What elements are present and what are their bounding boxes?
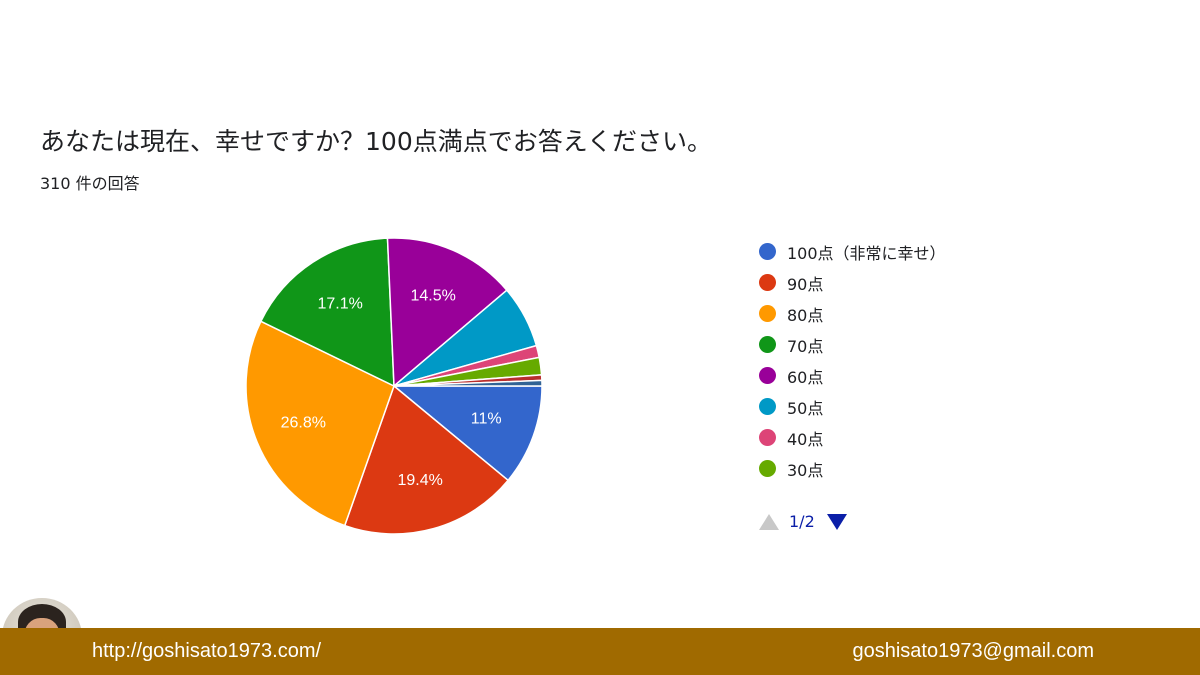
legend-item[interactable]: 60点 [759,360,946,391]
pie-slice[interactable] [343,384,510,535]
legend-swatch-icon [759,398,776,415]
legend-swatch-icon [759,274,776,291]
footer-email-link[interactable]: goshisato1973@gmail.com [852,640,1094,662]
footer-url-link[interactable]: http://goshisato1973.com/ [92,640,322,662]
response-count: 310 件の回答 [40,174,140,193]
chart-title: あなたは現在、幸せですか？100点満点でお答えください。 [40,127,712,156]
legend-swatch-icon [759,305,776,322]
legend-item[interactable]: 40点 [759,422,946,453]
slice-label: 19.4% [398,472,443,489]
legend-label: 80点 [787,305,824,325]
legend-item[interactable]: 80点 [759,298,946,329]
legend-page-indicator: 1/2 [789,512,815,531]
legend-swatch-icon [759,460,776,477]
pie-slice[interactable] [391,385,543,482]
legend-label: 90点 [787,274,824,294]
page-down-icon[interactable] [826,513,847,530]
pie-slice[interactable] [386,237,508,388]
legend-item[interactable]: 30点 [759,453,946,484]
legend-label: 70点 [787,336,824,356]
pie-slice[interactable] [245,320,395,527]
legend-item[interactable]: 90点 [759,267,946,298]
legend-swatch-icon [759,336,776,353]
page-up-icon[interactable] [759,513,779,530]
pie-slice[interactable] [393,379,543,387]
slice-label: 11% [471,411,502,428]
legend-label: 50点 [787,398,824,418]
footer-bar: http://goshisato1973.com/ goshisato1973@… [0,628,1200,675]
slice-label: 17.1% [318,296,363,313]
pie-slice[interactable] [259,237,395,388]
slice-label: 14.5% [411,288,456,305]
legend-swatch-icon [759,429,776,446]
legend-label: 30点 [787,460,824,480]
legend-pager: 1/2 [759,512,847,531]
legend-swatch-icon [759,243,776,260]
legend-item[interactable]: 100点（非常に幸せ） [759,236,946,267]
legend-label: 100点（非常に幸せ） [787,243,946,263]
slice-label: 26.8% [281,415,326,432]
legend-label: 40点 [787,429,824,449]
legend-item[interactable]: 70点 [759,329,946,360]
legend-item[interactable]: 50点 [759,391,946,422]
chart-legend: 100点（非常に幸せ） 90点 80点 70点 60点 50点 40点 30点 [759,236,946,484]
legend-swatch-icon [759,367,776,384]
legend-label: 60点 [787,367,824,387]
